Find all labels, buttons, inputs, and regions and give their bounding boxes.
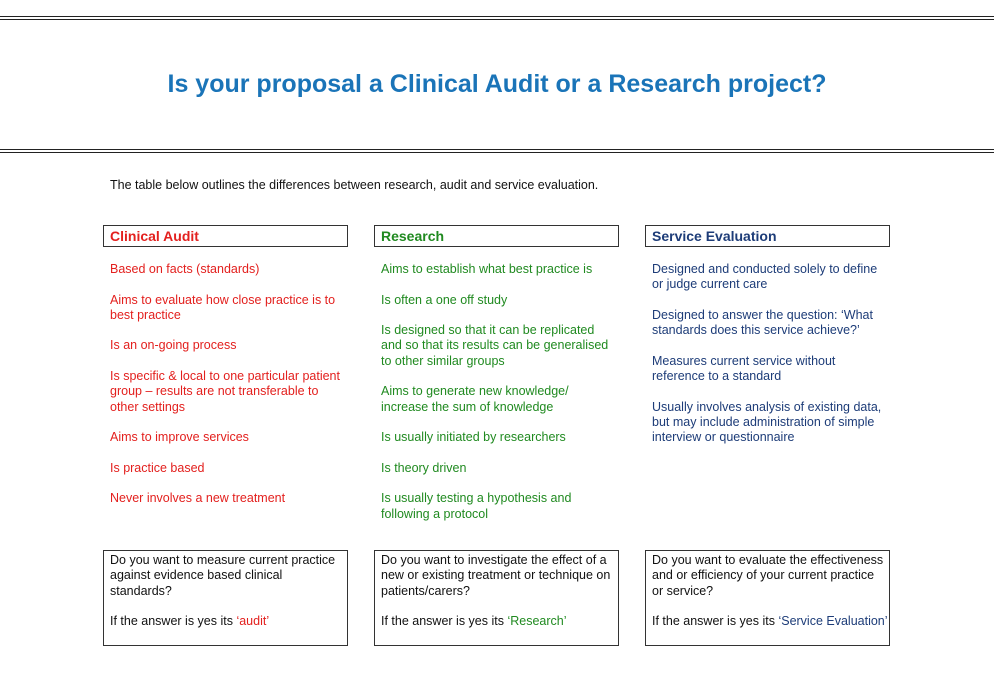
column: Clinical Audit Based on facts (standards)…	[103, 225, 348, 522]
item: Based on facts (standards)	[110, 262, 260, 276]
answer: If the answer is yes its ‘Service Evalua…	[652, 614, 889, 629]
question-box: Do you want to evaluate the effectivenes…	[645, 550, 890, 646]
intro: The table below outlines the differences…	[110, 178, 599, 192]
answer: If the answer is yes its ‘Research’	[381, 614, 618, 629]
item: Never involves a new treatment	[110, 491, 286, 506]
item: Is designed so that it can be replicated…	[381, 323, 609, 368]
answer-prefix: If the answer is yes its	[652, 614, 775, 629]
question: Do you want to evaluate the effectivenes…	[652, 553, 884, 598]
item: Is usually testing a hypothesis and foll…	[381, 491, 572, 521]
item: Measures current service without referen…	[652, 353, 836, 384]
item-list: Designed and conducted solely to define …	[645, 247, 887, 446]
item: Is specific & local to one particular pa…	[110, 369, 340, 414]
item-list: Based on facts (standards) Aims to evalua…	[103, 247, 345, 507]
item: Is theory driven	[381, 460, 467, 475]
question-box: Do you want to investigate the effect of…	[374, 550, 619, 646]
answer-prefix: If the answer is yes its	[110, 614, 233, 629]
column: Service Evaluation Designed and conducted…	[645, 225, 890, 461]
column: Research Aims to establish what best prac…	[374, 225, 619, 537]
question-box: Do you want to measure current practice …	[103, 550, 348, 646]
item-list: Aims to establish what best practice is I…	[374, 247, 616, 522]
answer-term: ‘Service Evaluation’	[778, 614, 888, 629]
item: Aims to establish what best practice is	[381, 262, 593, 276]
answer-term: ‘audit’	[236, 614, 270, 629]
answer-term: ‘Research’	[507, 614, 567, 629]
item: Is usually initiated by researchers	[381, 430, 566, 445]
item: Is an on-going process	[110, 338, 237, 353]
item: Usually involves analysis of existing da…	[652, 399, 882, 445]
item: Aims to generate new knowledge/ increase…	[381, 384, 569, 414]
item: Aims to evaluate how close practice is t…	[110, 292, 336, 322]
title: Is your proposal a Clinical Audit or a R…	[167, 70, 827, 98]
column-heading: Service Evaluation	[645, 225, 890, 247]
item: Aims to improve services	[110, 430, 249, 445]
top-rule	[0, 16, 994, 20]
item: Designed and conducted solely to define …	[652, 262, 878, 292]
answer: If the answer is yes its ‘audit’	[110, 614, 347, 629]
item: Is often a one off study	[381, 292, 508, 307]
column-heading: Clinical Audit	[103, 225, 348, 247]
column-heading: Research	[374, 225, 619, 247]
item: Designed to answer the question: ‘What s…	[652, 307, 873, 338]
question: Do you want to measure current practice …	[110, 553, 336, 598]
question: Do you want to investigate the effect of…	[381, 553, 611, 598]
answer-prefix: If the answer is yes its	[381, 614, 504, 629]
item: Is practice based	[110, 460, 205, 475]
title-rule	[0, 149, 994, 153]
